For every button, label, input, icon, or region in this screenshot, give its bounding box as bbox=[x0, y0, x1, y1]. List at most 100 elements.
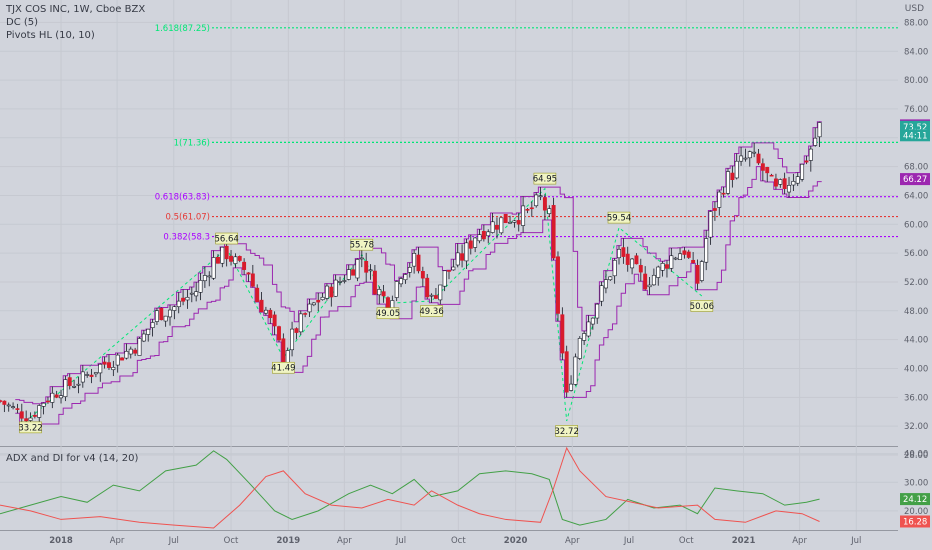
candle-body bbox=[0, 400, 2, 402]
candle bbox=[673, 256, 678, 261]
candle bbox=[298, 310, 303, 336]
candle bbox=[272, 311, 277, 335]
candle bbox=[603, 270, 608, 294]
indicator-pivots-label[interactable]: Pivots HL (10, 10) bbox=[6, 30, 95, 41]
candle bbox=[556, 251, 560, 322]
price-badge-text: 66.27 bbox=[903, 175, 927, 185]
candle bbox=[120, 357, 125, 361]
candle-body bbox=[255, 287, 260, 302]
candle-body bbox=[377, 289, 382, 296]
candle-body bbox=[259, 299, 264, 313]
y-tick-label: 84.00 bbox=[904, 47, 928, 57]
candle bbox=[451, 259, 456, 271]
candle bbox=[656, 265, 661, 286]
candle-body bbox=[229, 255, 233, 262]
candle-body bbox=[634, 255, 639, 265]
candle-body bbox=[643, 273, 648, 290]
candle-body bbox=[686, 251, 691, 258]
candle-body bbox=[76, 383, 81, 386]
price-axis[interactable]: 28.00 32.00 36.00 40.00 44.00 48.00 52.00 56.00… bbox=[898, 0, 932, 550]
candle bbox=[782, 172, 787, 195]
candle bbox=[813, 127, 818, 147]
candle bbox=[638, 258, 643, 282]
candle bbox=[403, 273, 408, 284]
candle bbox=[250, 264, 255, 288]
candle-body bbox=[486, 231, 491, 237]
candle-body bbox=[242, 261, 247, 270]
candle-body bbox=[455, 252, 460, 266]
x-tick-label: 2021 bbox=[732, 536, 756, 546]
candle-body bbox=[490, 221, 495, 233]
candle-body bbox=[2, 400, 7, 405]
candle bbox=[795, 172, 800, 187]
candle-body bbox=[364, 260, 369, 273]
candle-body bbox=[37, 405, 42, 418]
candle bbox=[778, 178, 783, 188]
candle bbox=[368, 264, 373, 280]
candle-body bbox=[512, 220, 517, 223]
pivot-label: 59.54 bbox=[607, 211, 631, 224]
zigzag-line bbox=[30, 187, 703, 422]
pivot-label: 56.64 bbox=[215, 232, 239, 245]
candle-body bbox=[699, 261, 704, 281]
candle-body bbox=[525, 209, 530, 211]
candle-body bbox=[551, 205, 556, 259]
candle bbox=[787, 176, 791, 198]
candle-body bbox=[128, 348, 133, 355]
candle-body bbox=[734, 160, 739, 179]
candle bbox=[564, 345, 569, 398]
candle bbox=[277, 325, 281, 343]
candle bbox=[111, 360, 116, 377]
candle bbox=[329, 283, 334, 307]
indicator-dc-label[interactable]: DC (5) bbox=[6, 17, 39, 28]
candle bbox=[242, 258, 247, 275]
x-tick-label: 2020 bbox=[504, 536, 528, 546]
candle bbox=[24, 410, 29, 423]
candle bbox=[172, 305, 177, 320]
candle-body bbox=[447, 270, 451, 272]
candle bbox=[534, 192, 539, 208]
candle bbox=[712, 201, 717, 221]
candle-body bbox=[89, 374, 94, 377]
fibonacci-levels: 1.618(87.25) 1(71.36) 0.618(63.83) 0.5(61.0… bbox=[155, 24, 898, 243]
candle-body bbox=[6, 404, 11, 407]
candle-body bbox=[63, 379, 68, 398]
candle-body bbox=[54, 394, 59, 398]
candle bbox=[486, 229, 491, 244]
price-badge-bg bbox=[900, 173, 930, 186]
pivot-label: 49.05 bbox=[376, 307, 400, 319]
time-axis[interactable]: 2018 Apr Jul Oct 2019 Apr Jul Oct 2020 Apr Jul Oct 2… bbox=[49, 536, 861, 546]
candle-body bbox=[124, 350, 129, 359]
adx-title[interactable]: ADX and DI for v4 (14, 20) bbox=[6, 453, 139, 464]
candle bbox=[268, 308, 273, 324]
pivot-zigzag-line bbox=[30, 187, 703, 422]
candle-body bbox=[721, 192, 726, 195]
candle bbox=[181, 289, 186, 306]
symbol-title[interactable]: TJX COS INC, 1W, Cboe BZX bbox=[6, 4, 146, 15]
candle bbox=[743, 148, 748, 162]
candle bbox=[800, 163, 805, 182]
candle-body bbox=[529, 207, 534, 210]
adx-di-lines bbox=[0, 446, 820, 529]
candle bbox=[625, 246, 630, 272]
pivot-label-box bbox=[533, 172, 557, 185]
candle bbox=[433, 288, 438, 300]
candle bbox=[194, 282, 199, 302]
candle-body bbox=[590, 317, 595, 325]
pivot-label-text: 32.72 bbox=[555, 427, 579, 437]
candle bbox=[146, 328, 151, 342]
candle-body bbox=[316, 299, 321, 303]
candle bbox=[473, 237, 478, 253]
candle-body bbox=[15, 408, 20, 410]
chart-legend: TJX COS INC, 1W, Cboe BZX DC (5) Pivots … bbox=[6, 3, 145, 42]
candle bbox=[516, 212, 521, 232]
candle bbox=[608, 276, 613, 281]
pivot-label-box bbox=[350, 238, 374, 251]
adx-y-tick-label: 40.00 bbox=[904, 450, 928, 460]
pivot-label: 64.95 bbox=[533, 172, 557, 185]
fib-level-label: 0.618(63.83) bbox=[155, 193, 210, 203]
candle bbox=[185, 289, 190, 309]
candle bbox=[150, 319, 155, 337]
